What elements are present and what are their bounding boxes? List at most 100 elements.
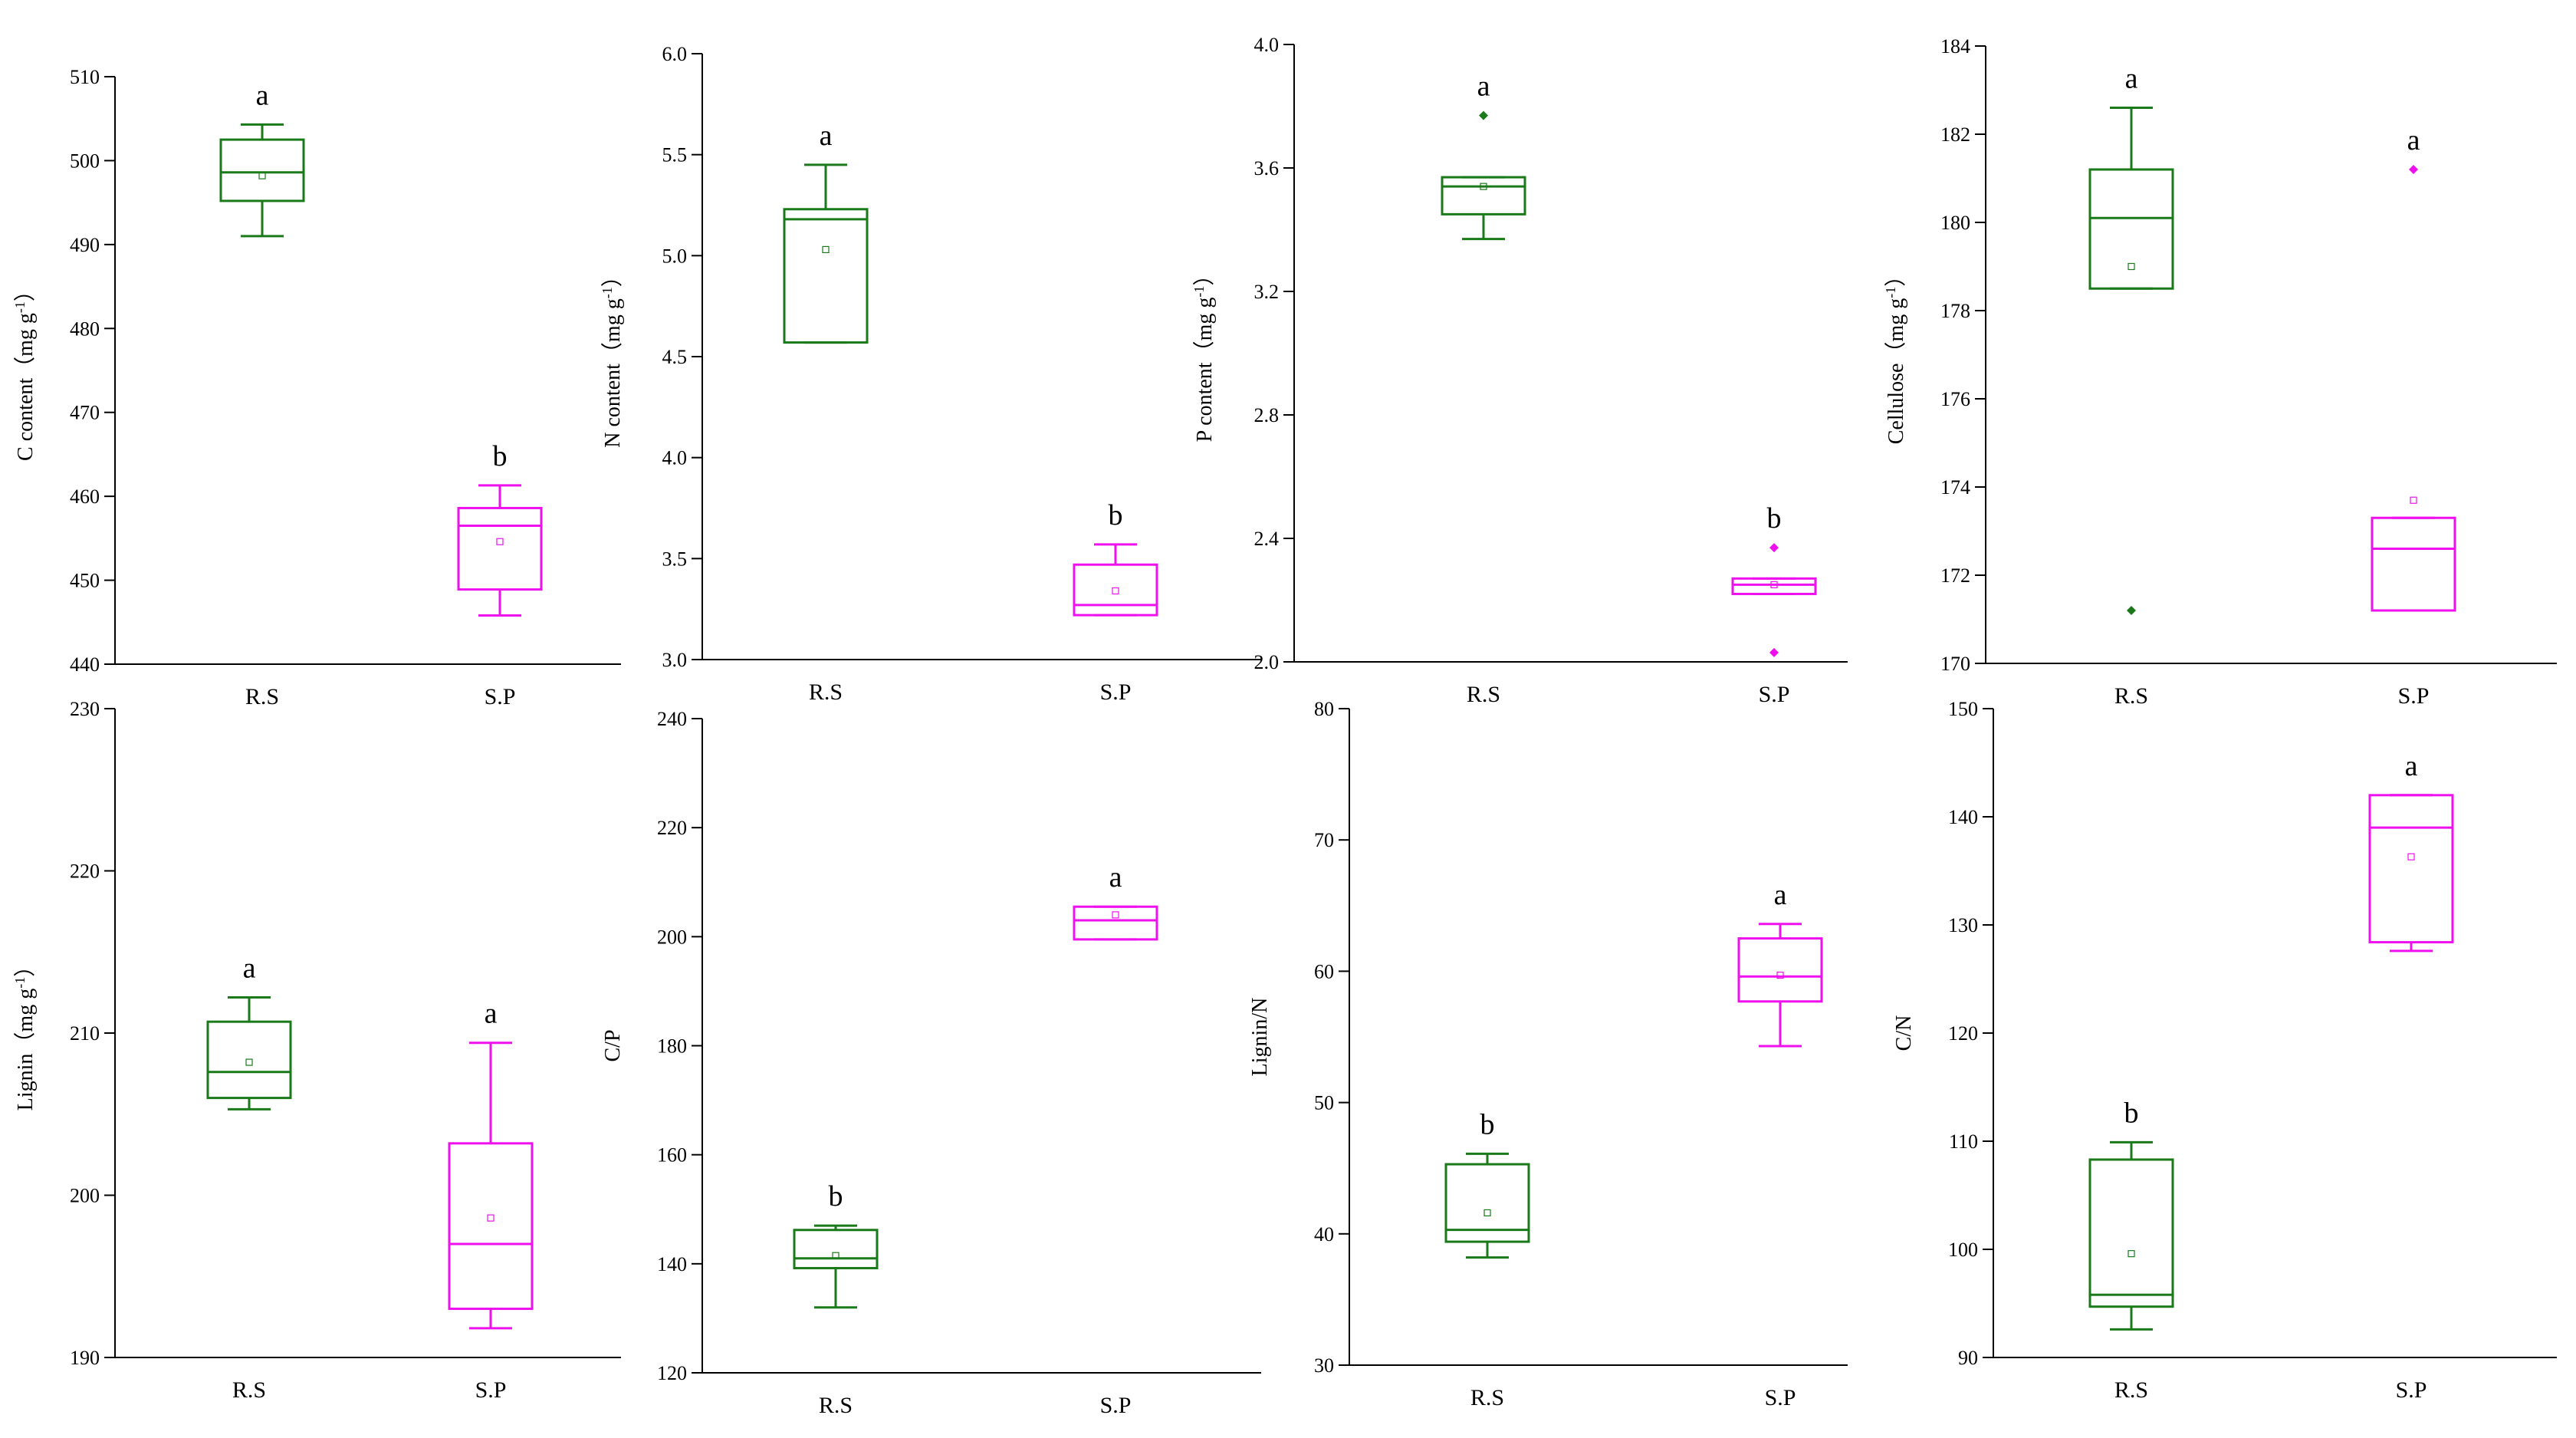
y-axis-title: Lignin/N [1248,998,1272,1077]
mean-marker [1770,581,1778,588]
panel-ligninN: 30 40 50 60 70 80 Lignin/N R.S S.P b a [1248,698,1848,1410]
y-tick-label: 2.0 [1254,651,1280,673]
panel-n: 3.0 3.5 4.0 4.5 5.0 5.5 6.0 N content（mg g-1） R.… [600,43,1261,705]
y-tick-label: 190 [70,1347,100,1369]
significance-letter: b [1109,499,1123,531]
iqr-box [1731,577,1817,595]
x-category-label: R.S [2114,683,2148,709]
iqr-box [448,1142,534,1311]
iqr-box [2371,516,2456,612]
iqr-box [219,138,305,202]
y-tick-label: 4.0 [662,447,688,469]
y-tick-label: 100 [1948,1239,1978,1261]
y-tick-label: 4.0 [1254,34,1280,56]
y-axis-title: Lignin（mg g-1） [12,956,38,1111]
y-tick-label: 174 [1940,476,1970,499]
mean-marker [2128,262,2135,271]
y-tick-label: 30 [1314,1354,1334,1377]
significance-letter: a [485,998,498,1030]
y-tick-label: 70 [1314,829,1334,851]
x-category-label: S.P [475,1377,507,1403]
y-tick-label: 4.5 [662,346,688,368]
mean-marker [496,538,504,545]
significance-letter: b [493,440,508,472]
significance-letter: a [1774,879,1787,911]
y-tick-label: 450 [70,570,100,592]
outlier-point [1769,543,1779,553]
y-tick-label: 440 [70,653,100,676]
y-tick-label: 184 [1940,35,1970,58]
box-S.P: a [2368,750,2454,953]
y-tick-label: 5.0 [662,245,688,267]
y-tick-label: 120 [1948,1022,1978,1045]
x-category-label: R.S [1470,1385,1504,1410]
significance-letter: b [1767,502,1782,535]
y-axis-title: C/P [601,1029,625,1061]
y-tick-label: 180 [657,1035,687,1058]
outlier-point [2127,606,2136,615]
y-tick-label: 230 [70,698,100,720]
x-category-label: S.P [1100,1393,1132,1418]
significance-letter: a [2125,63,2138,95]
panel-cn: 90 100 110 120 130 140 150 C/N R.S S.P b a [1892,698,2557,1403]
mean-marker [1484,1209,1491,1217]
panel-lignin: 190 200 210 220 230 Lignin（mg g-1） R.S S.P a a [12,698,621,1403]
y-tick-label: 470 [70,402,100,424]
outlier-point [1769,647,1779,657]
box-R.S: a [2088,63,2174,615]
significance-letter: b [2124,1097,2139,1129]
significance-letter: a [2407,124,2420,156]
significance-letter: a [1477,71,1490,103]
y-tick-label: 140 [657,1253,687,1275]
y-axis-title: C content（mg g-1） [12,280,38,461]
significance-letter: b [829,1180,843,1213]
mean-marker [822,245,830,254]
box-R.S: b [1444,1108,1530,1259]
y-tick-label: 2.4 [1254,528,1280,550]
y-axis-title: C/N [1892,1015,1916,1051]
iqr-box [2368,794,2454,944]
y-tick-label: 210 [70,1022,100,1045]
iqr-box [793,1229,879,1270]
mean-marker [832,1252,840,1259]
box-R.S: b [793,1180,879,1309]
box-S.P: a [2371,124,2456,612]
mean-marker [1480,183,1487,190]
y-tick-label: 220 [70,860,100,883]
y-tick-label: 130 [1948,914,1978,936]
y-tick-label: 3.0 [662,649,688,671]
y-tick-label: 500 [70,150,100,172]
y-tick-label: 90 [1958,1347,1978,1369]
y-tick-label: 160 [657,1144,687,1167]
y-tick-label: 6.0 [662,43,688,65]
y-tick-label: 120 [657,1362,687,1384]
y-tick-label: 5.5 [662,144,688,166]
y-axis-title: P content（mg g-1） [1191,265,1217,443]
box-S.P: a [1073,861,1158,941]
x-category-label: R.S [1467,682,1500,707]
y-tick-label: 80 [1314,698,1334,720]
y-tick-label: 172 [1940,564,1970,587]
y-tick-label: 170 [1940,653,1970,675]
box-S.P: b [1073,499,1158,617]
iqr-box [783,208,869,344]
x-category-label: R.S [819,1393,853,1418]
significance-letter: a [243,952,256,984]
y-tick-label: 200 [657,926,687,948]
significance-letter: a [256,79,269,111]
x-category-label: S.P [1759,682,1790,707]
panel-c: 440 450 460 470 480 490 500 510 C content（mg g-1… [12,66,621,709]
panel-p: 2.0 2.4 2.8 3.2 3.6 4.0 P content（mg g-1） R.S S.… [1191,34,1848,707]
y-tick-label: 180 [1940,212,1970,234]
significance-letter: a [820,120,833,152]
x-category-label: S.P [2398,683,2430,709]
x-category-label: R.S [232,1377,266,1403]
x-category-label: R.S [809,680,843,705]
y-tick-label: 200 [70,1185,100,1207]
y-tick-label: 110 [1949,1130,1978,1153]
y-tick-label: 220 [657,817,687,839]
box-S.P: b [457,440,543,617]
y-tick-label: 510 [70,66,100,88]
x-category-label: S.P [2396,1377,2427,1403]
y-tick-label: 178 [1940,300,1970,322]
